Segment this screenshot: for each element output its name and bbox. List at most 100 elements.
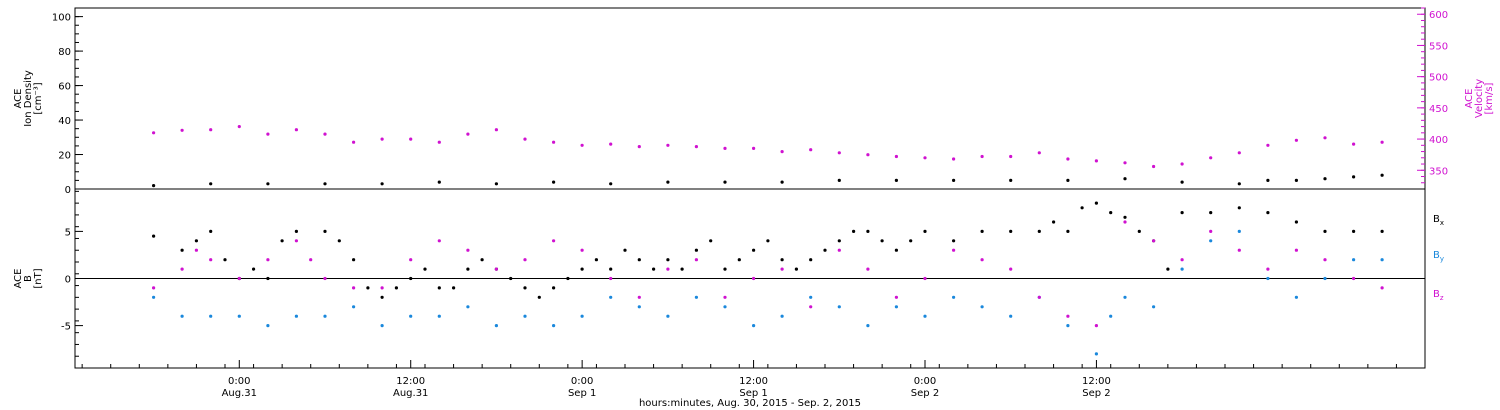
data-point xyxy=(352,258,356,262)
data-point xyxy=(1237,151,1241,155)
data-point xyxy=(1066,178,1070,182)
data-point xyxy=(437,286,441,290)
y-axis-title-line: ACE xyxy=(13,269,24,289)
legend-entry-By: By xyxy=(1433,250,1444,263)
data-point xyxy=(466,305,470,309)
data-point xyxy=(180,267,184,271)
data-point xyxy=(523,286,527,290)
data-point xyxy=(480,258,484,262)
data-point xyxy=(894,154,899,159)
data-point xyxy=(466,267,470,271)
data-point xyxy=(809,305,813,309)
data-point xyxy=(352,140,356,144)
data-point xyxy=(580,143,584,147)
data-point xyxy=(1066,314,1070,318)
data-point xyxy=(1123,177,1127,181)
data-point xyxy=(1180,162,1184,166)
data-point xyxy=(694,145,699,149)
x-tick-time: 0:00 xyxy=(571,376,593,387)
data-point xyxy=(952,248,956,252)
data-point xyxy=(1266,267,1270,271)
data-point xyxy=(666,314,670,318)
data-point xyxy=(923,156,927,160)
data-point xyxy=(923,229,927,233)
data-point xyxy=(652,267,656,271)
data-point xyxy=(852,229,856,233)
data-point xyxy=(209,258,213,262)
data-point xyxy=(1009,229,1013,233)
data-point xyxy=(866,324,870,328)
data-point xyxy=(1380,173,1384,177)
data-point xyxy=(1123,295,1127,299)
data-point xyxy=(780,314,784,318)
x-tick-date: Aug.31 xyxy=(222,388,257,399)
x-axis-label: hours:minutes, Aug. 30, 2015 - Sep. 2, 2… xyxy=(639,398,861,409)
data-point xyxy=(1237,229,1241,233)
x-tick-date: Aug.31 xyxy=(393,388,428,399)
data-point xyxy=(437,140,441,144)
data-point xyxy=(266,258,270,262)
data-point xyxy=(1066,229,1070,233)
data-point xyxy=(909,239,913,243)
data-point xyxy=(980,258,984,262)
data-point xyxy=(180,248,184,252)
data-point xyxy=(952,239,956,243)
data-point xyxy=(209,314,213,318)
data-point xyxy=(566,276,570,281)
data-point xyxy=(1037,295,1041,299)
data-point xyxy=(623,248,627,252)
data-point xyxy=(380,295,384,299)
y-axis-title-line: [cm⁻³] xyxy=(33,82,44,114)
data-point xyxy=(1080,206,1084,210)
data-point xyxy=(866,229,870,233)
data-point xyxy=(780,267,784,271)
data-point xyxy=(894,178,899,182)
data-point xyxy=(266,182,270,186)
series-Bx xyxy=(152,201,1384,299)
y-tick-label: 60 xyxy=(58,82,71,93)
data-point xyxy=(252,267,256,271)
panel-2: -5 0 5 ACEB[nT] Bx By Bz xyxy=(13,188,1444,369)
data-point xyxy=(1037,229,1041,233)
data-point xyxy=(609,142,613,146)
data-point xyxy=(409,314,413,318)
data-point xyxy=(266,324,270,328)
data-point xyxy=(1066,157,1070,161)
data-point xyxy=(637,295,641,299)
y-right-axis-title-line: Velocity xyxy=(1474,79,1485,118)
data-point xyxy=(866,267,870,271)
data-point xyxy=(1152,164,1156,169)
data-point xyxy=(666,258,670,262)
y-right-axis-title: ACEVelocity[km/s] xyxy=(1464,79,1495,118)
data-point xyxy=(894,248,899,252)
series-s2 xyxy=(152,125,1384,169)
data-point xyxy=(952,157,956,161)
data-point xyxy=(552,239,556,243)
data-point xyxy=(423,267,427,271)
data-point xyxy=(380,324,384,328)
data-point xyxy=(1380,258,1384,262)
data-point xyxy=(409,276,413,281)
data-point xyxy=(237,125,241,129)
data-point xyxy=(1237,182,1241,186)
x-tick-date: Sep 1 xyxy=(568,388,596,399)
data-point xyxy=(1323,258,1327,262)
data-point xyxy=(837,178,841,182)
data-point xyxy=(1266,211,1270,215)
data-point xyxy=(1352,142,1356,146)
data-point xyxy=(437,314,441,318)
y-tick-label: 80 xyxy=(58,47,71,58)
data-point xyxy=(580,267,584,271)
data-point xyxy=(1109,314,1113,318)
y-right-tick-label: 550 xyxy=(1429,41,1448,52)
data-point xyxy=(352,305,356,309)
data-point xyxy=(294,229,298,233)
data-point xyxy=(152,286,156,290)
data-point xyxy=(580,314,584,318)
data-point xyxy=(1237,248,1241,252)
data-point xyxy=(494,128,498,132)
y-right-tick-label: 500 xyxy=(1429,73,1448,84)
data-point xyxy=(1009,314,1013,318)
data-point xyxy=(1009,154,1013,159)
